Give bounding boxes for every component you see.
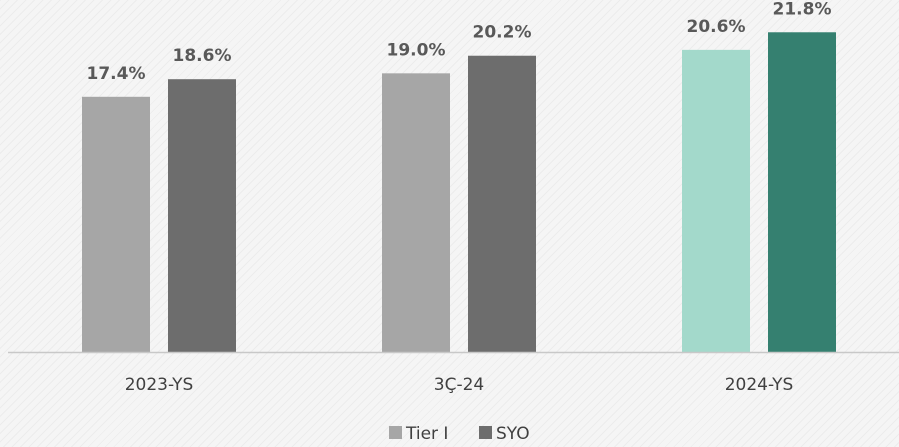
category-label: 2023-YS (125, 375, 194, 395)
bars-group (82, 32, 836, 353)
data-label: 17.4% (87, 64, 146, 84)
data-label: 19.0% (387, 40, 446, 60)
bar-syo-1 (468, 55, 536, 352)
legend-swatch-syo (479, 426, 492, 439)
legend-label: Tier I (405, 424, 448, 444)
data-label: 21.8% (773, 0, 832, 19)
legend-swatch-tier-i (389, 426, 402, 439)
category-label: 2024-YS (725, 375, 794, 395)
data-label: 20.2% (473, 23, 532, 43)
bar-tier-i-0 (82, 96, 150, 352)
data-label: 18.6% (173, 46, 232, 66)
value-labels-group: 17.4% 18.6% 19.0% 20.2% 20.6% 21.8% (87, 0, 832, 84)
bar-syo-2 (768, 32, 836, 353)
bar-syo-0 (168, 79, 236, 352)
bar-tier-i-2 (682, 49, 750, 352)
bar-tier-i-1 (382, 73, 450, 352)
data-label: 20.6% (687, 17, 746, 37)
category-labels-group: 2023-YS 3Ç-24 2024-YS (125, 375, 794, 395)
category-label: 3Ç-24 (434, 375, 484, 395)
legend-label: SYO (496, 424, 530, 444)
legend: Tier I SYO (389, 424, 530, 444)
